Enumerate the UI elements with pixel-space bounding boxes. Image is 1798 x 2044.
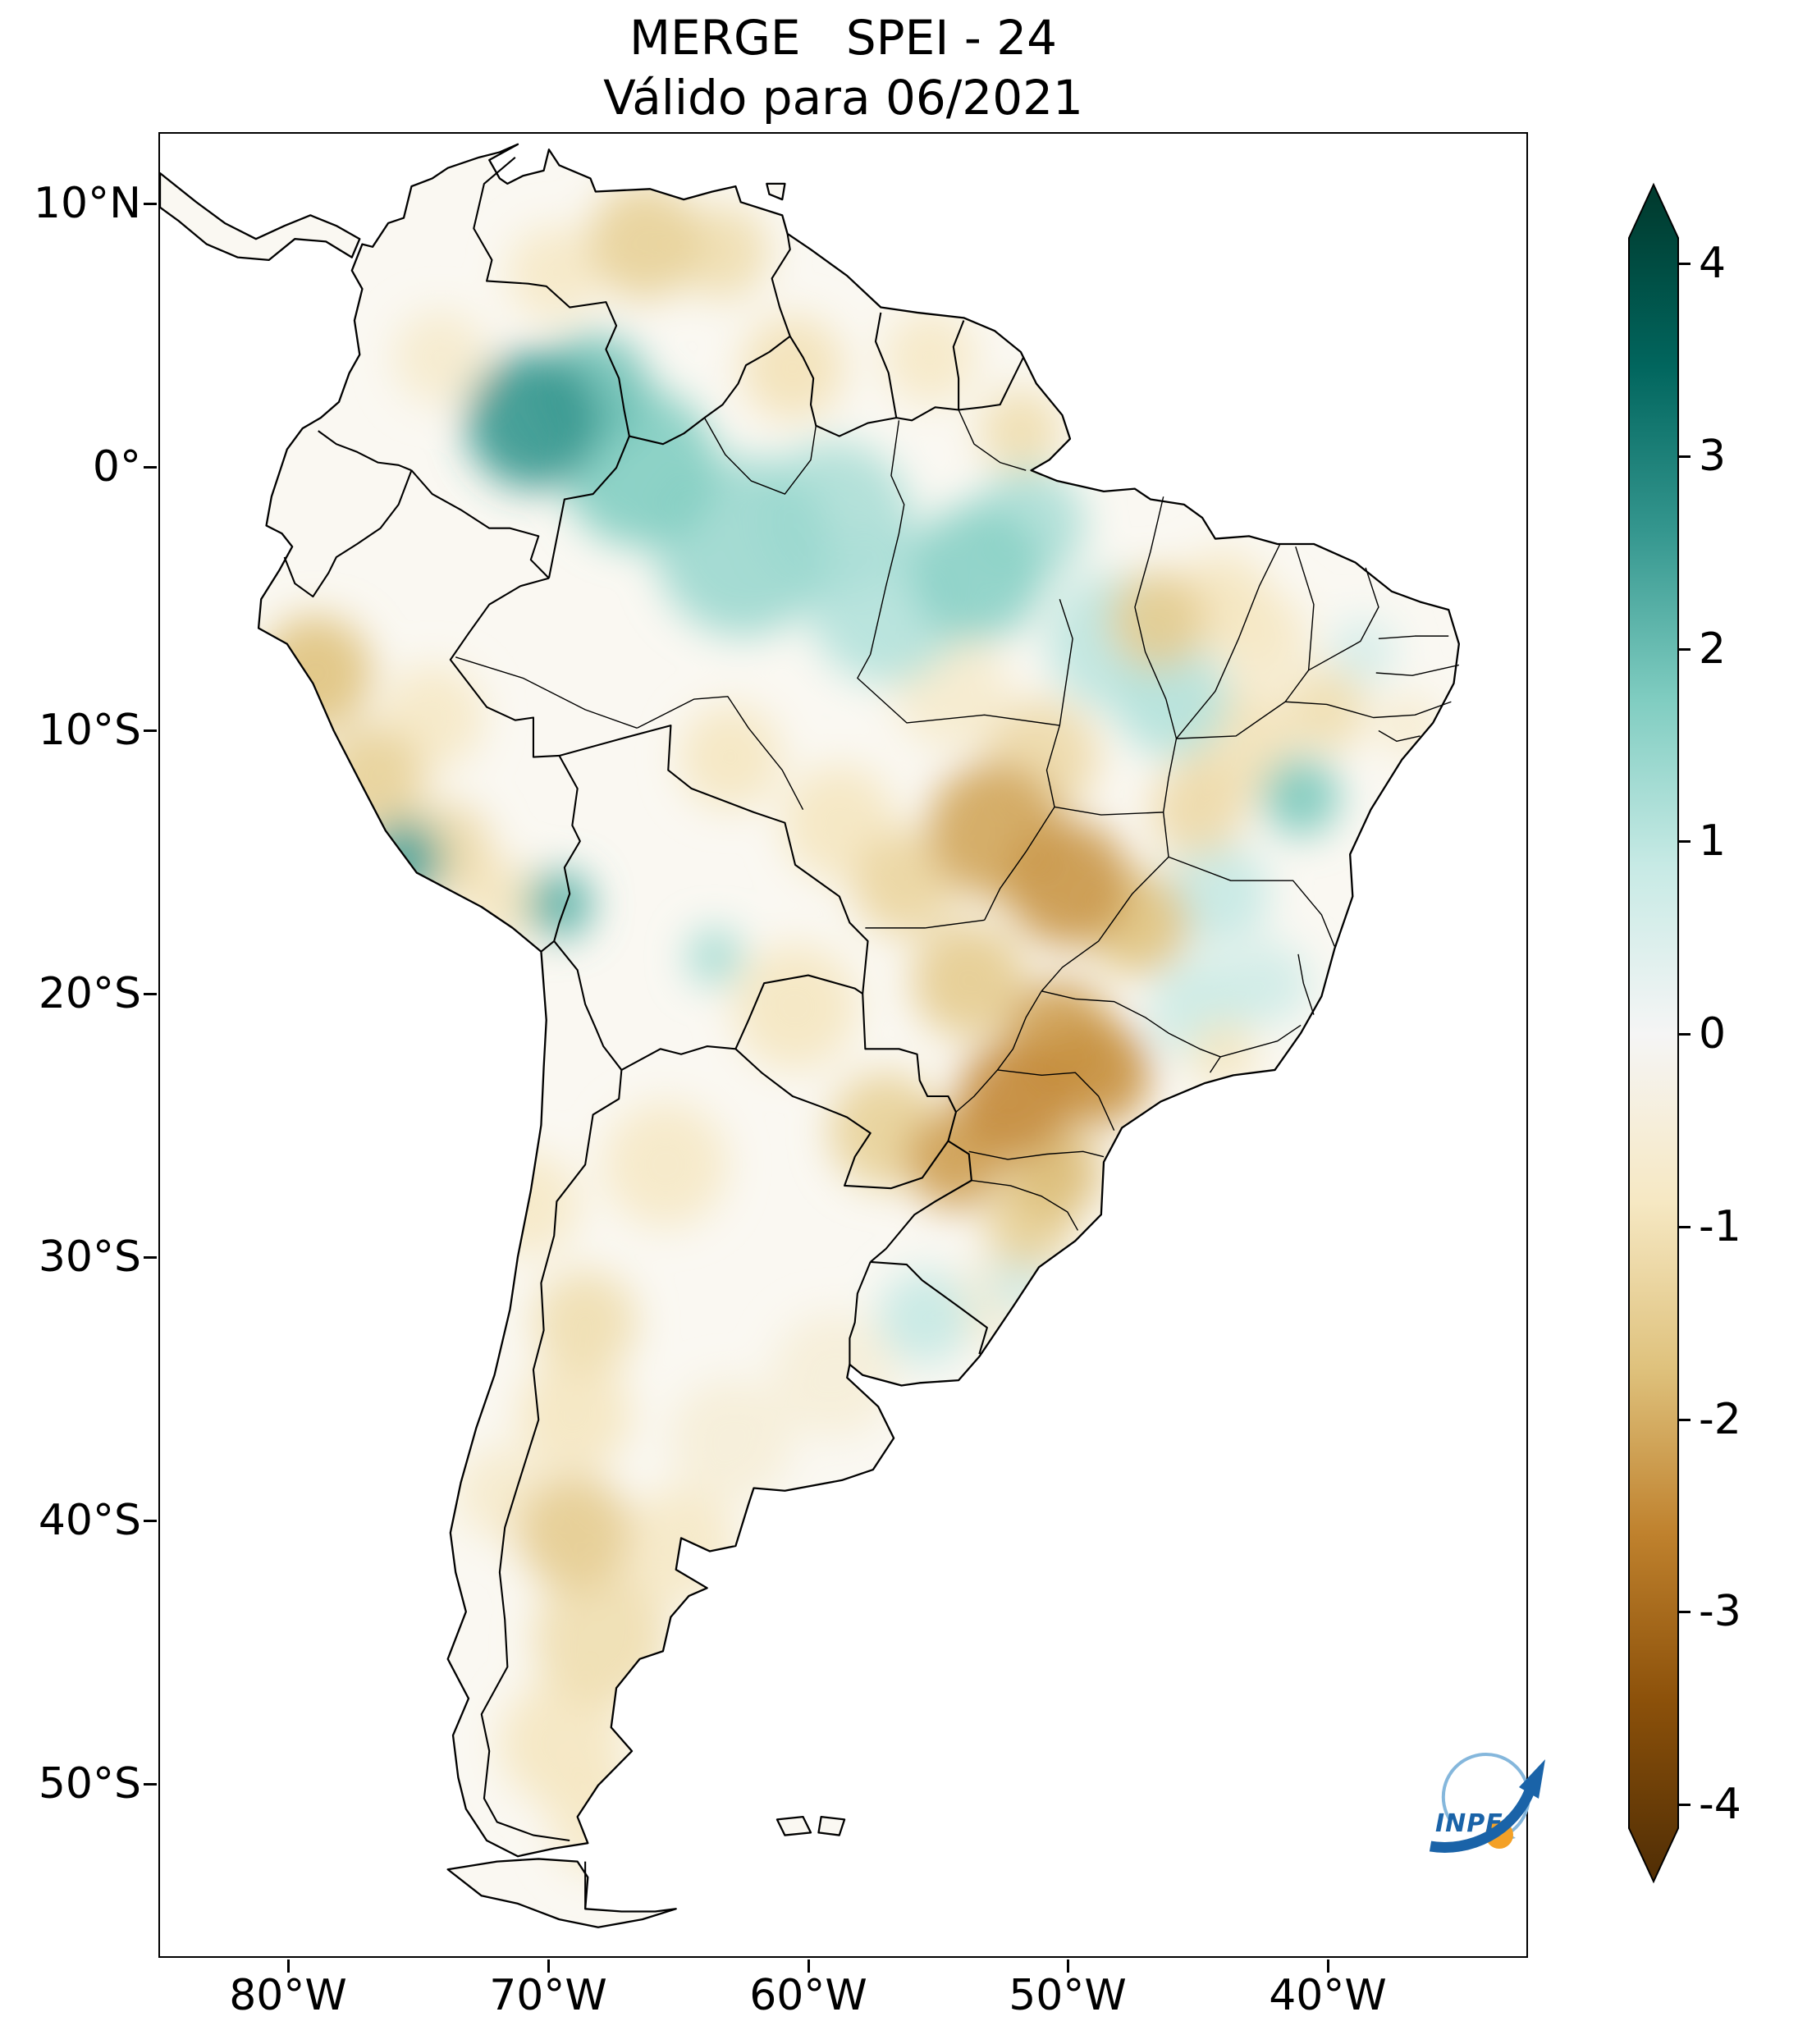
- colorbar-tick-label: 4: [1699, 239, 1727, 288]
- y-axis-tick-label: 40°S: [38, 1496, 141, 1545]
- tick-mark: [807, 1959, 810, 1973]
- tick-mark: [1679, 839, 1690, 843]
- tick-mark: [1066, 1959, 1069, 1973]
- map-title: MERGE SPEI - 24: [629, 10, 1058, 66]
- tick-mark: [1679, 455, 1690, 458]
- tick-mark: [1679, 1225, 1690, 1228]
- tick-mark: [1679, 1803, 1690, 1806]
- colorbar-bar: [1628, 182, 1679, 1884]
- x-axis-tick-label: 40°W: [1269, 1971, 1387, 2020]
- colorbar-tick-label: 2: [1699, 624, 1727, 674]
- logo-arrow-icon: [1429, 1786, 1536, 1853]
- colorbar-tick-label: 0: [1699, 1009, 1727, 1059]
- tick-mark: [1679, 1610, 1690, 1613]
- tick-mark: [144, 465, 157, 469]
- tick-mark: [1679, 262, 1690, 265]
- tick-mark: [144, 202, 157, 205]
- colorbar-tick-label: -4: [1699, 1780, 1741, 1829]
- colorbar-tick-label: -1: [1699, 1202, 1741, 1251]
- y-axis-tick-label: 0°: [92, 442, 141, 492]
- colorbar: [1628, 182, 1679, 1884]
- colorbar-tick-label: -2: [1699, 1395, 1741, 1444]
- tick-mark: [144, 1519, 157, 1522]
- inpe-logo-graphic: [1429, 1752, 1545, 1853]
- y-axis-tick-label: 50°S: [38, 1759, 141, 1809]
- inpe-logo: INPE: [1407, 1734, 1580, 1873]
- logo-arrowhead-icon: [1519, 1759, 1545, 1799]
- tick-mark: [1679, 1032, 1690, 1036]
- x-axis-tick-label: 50°W: [1009, 1971, 1127, 2020]
- tick-mark: [1326, 1959, 1329, 1973]
- tick-mark: [286, 1959, 290, 1973]
- map-canvas: [160, 134, 1526, 1956]
- tick-mark: [144, 729, 157, 732]
- y-axis-tick-label: 10°S: [38, 706, 141, 755]
- logo-swirl-icon: [1441, 1752, 1530, 1836]
- y-axis-tick-label: 10°N: [33, 179, 141, 228]
- plot-frame: INPE: [158, 132, 1545, 1958]
- y-axis-tick-label: 20°S: [38, 969, 141, 1018]
- tick-mark: [547, 1959, 550, 1973]
- colorbar-tick-label: 3: [1699, 432, 1727, 481]
- tick-mark: [1679, 647, 1690, 651]
- tick-mark: [144, 1782, 157, 1786]
- tick-mark: [1679, 1418, 1690, 1421]
- x-axis-tick-label: 80°W: [229, 1971, 347, 2020]
- y-axis-tick-label: 30°S: [38, 1232, 141, 1282]
- colorbar-tick-label: 1: [1699, 816, 1727, 866]
- x-axis-tick-label: 60°W: [749, 1971, 867, 2020]
- map-subtitle: Válido para 06/2021: [603, 69, 1083, 126]
- x-axis-tick-label: 70°W: [489, 1971, 607, 2020]
- tick-mark: [144, 992, 157, 995]
- tick-mark: [144, 1255, 157, 1259]
- page-title: MERGE SPEI - 24 Válido para 06/2021: [158, 8, 1528, 127]
- colorbar-tick-label: -3: [1699, 1587, 1741, 1636]
- inpe-logo-text: INPE: [1435, 1809, 1503, 1838]
